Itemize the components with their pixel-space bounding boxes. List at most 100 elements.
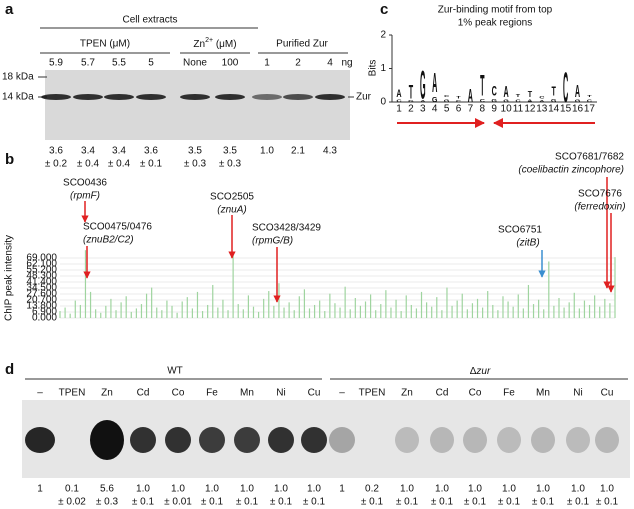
panel-label: d xyxy=(5,361,14,378)
bar xyxy=(156,307,158,318)
x-tick-label: 8 xyxy=(480,104,486,115)
annotation-gene: (rpmF) xyxy=(70,191,100,202)
group-label: Purified Zur xyxy=(276,39,328,50)
band xyxy=(136,94,166,100)
lane-label: 5.7 xyxy=(81,58,95,69)
y-tick-label: 1 xyxy=(380,63,386,74)
logo-letter: G xyxy=(551,99,557,104)
western-blot xyxy=(45,70,350,140)
quant-value: 1.0 xyxy=(435,484,449,495)
lane-label: Fe xyxy=(503,388,515,399)
lane-label: 5.9 xyxy=(49,58,63,69)
y-tick-label: 6.900 xyxy=(32,307,57,318)
logo-letter: A xyxy=(539,100,544,103)
y-tick-label: 34.500 xyxy=(26,283,57,294)
bar xyxy=(344,286,346,318)
band xyxy=(463,427,487,453)
bar xyxy=(512,306,514,318)
logo-letter: T xyxy=(587,95,592,98)
quant-value: 1.0 xyxy=(571,484,585,495)
bar xyxy=(369,294,372,318)
y-tick-label: 20.700 xyxy=(26,295,57,306)
lane-label: Cu xyxy=(601,388,614,399)
quant-error: ± 0.1 xyxy=(431,497,454,508)
bar xyxy=(120,302,122,318)
band xyxy=(497,427,521,453)
logo-letter: C xyxy=(587,100,592,104)
lane-label: – xyxy=(339,388,345,399)
band xyxy=(252,94,282,100)
group-label: WT xyxy=(167,366,183,377)
logo-letter: T xyxy=(528,90,533,99)
quant-value: 1.0 xyxy=(502,484,516,495)
lane-label: Cd xyxy=(137,388,150,399)
logo-letter: T xyxy=(456,96,461,100)
bar xyxy=(247,295,249,318)
lane-label: Mn xyxy=(240,388,254,399)
lane-label: 2 xyxy=(295,58,301,69)
bar xyxy=(578,308,580,318)
quant-error: ± 0.02 xyxy=(58,497,86,508)
bar xyxy=(100,312,102,318)
bar xyxy=(64,307,66,318)
quant-error: ± 0.1 xyxy=(140,159,163,170)
logo-letter: C xyxy=(539,96,544,100)
bar xyxy=(308,308,311,318)
bar xyxy=(558,298,560,318)
y-tick-label: 2 xyxy=(380,30,386,41)
bar xyxy=(609,303,611,318)
annotation-gene: (coelibactin zincophore) xyxy=(518,165,624,176)
lane-label: Mn xyxy=(536,388,550,399)
bar xyxy=(171,305,173,318)
bar xyxy=(217,307,219,318)
logo-letter: A xyxy=(468,85,473,106)
bar xyxy=(446,287,448,318)
logo-letter: G xyxy=(432,97,438,104)
bar xyxy=(257,311,260,318)
protein-label: Zur xyxy=(356,92,372,103)
band xyxy=(90,420,124,460)
logo-letter: A xyxy=(396,87,401,100)
quant-value: 1.0 xyxy=(274,484,288,495)
band xyxy=(301,427,327,453)
logo-letter: G xyxy=(444,100,450,104)
bar xyxy=(74,300,76,318)
group-label: Δzur xyxy=(470,366,491,377)
logo-letter: A xyxy=(420,100,425,103)
band xyxy=(104,94,134,100)
lane-label: 1 xyxy=(264,58,270,69)
y-tick-label: 27.600 xyxy=(26,289,57,300)
x-tick-label: 11 xyxy=(513,104,524,115)
lane-label: TPEN xyxy=(359,388,386,399)
x-tick-label: 14 xyxy=(548,104,560,115)
quant-value: 3.5 xyxy=(188,146,202,157)
quant-error: ± 0.3 xyxy=(219,159,242,170)
band xyxy=(165,427,191,453)
bar xyxy=(145,293,148,318)
quant-error: ± 0.1 xyxy=(303,497,326,508)
logo-letter: A xyxy=(504,83,509,101)
band xyxy=(234,427,260,453)
bar xyxy=(191,308,193,318)
quant-value: 1.0 xyxy=(260,146,274,157)
bar xyxy=(436,297,438,318)
quant-value: 1.0 xyxy=(240,484,254,495)
bar xyxy=(298,296,300,318)
quant-error: ± 0.1 xyxy=(532,497,555,508)
bar xyxy=(268,291,270,318)
logo-letter: A xyxy=(575,81,580,101)
bar xyxy=(359,305,362,318)
panel-label: a xyxy=(5,1,14,18)
annotation-gene: (zitB) xyxy=(516,238,539,249)
quant-error: ± 0.3 xyxy=(96,497,119,508)
bar xyxy=(201,311,204,318)
bar xyxy=(242,309,244,318)
band xyxy=(329,427,355,453)
quant-value: 1 xyxy=(37,484,43,495)
bar xyxy=(125,296,127,318)
x-tick-label: 9 xyxy=(491,104,497,115)
bar xyxy=(319,300,321,318)
logo-letter: T xyxy=(409,83,413,104)
bar xyxy=(375,310,377,318)
quant-error: ± 0.1 xyxy=(270,497,293,508)
